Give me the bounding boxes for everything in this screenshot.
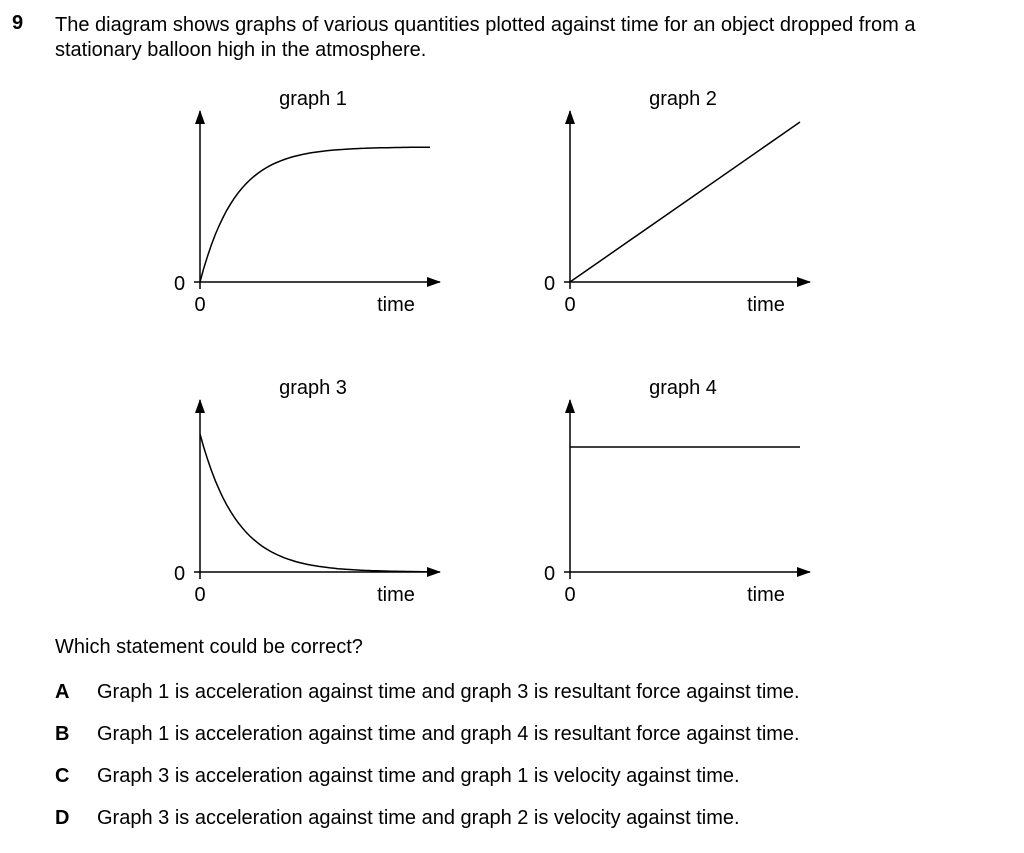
question-stem: The diagram shows graphs of various quan… <box>55 13 1005 63</box>
option-d[interactable]: D Graph 3 is acceleration against time a… <box>55 807 740 830</box>
x-axis-label: time <box>377 584 415 606</box>
y-origin-label: 0 <box>544 563 555 585</box>
option-c[interactable]: C Graph 3 is acceleration against time a… <box>55 765 740 788</box>
option-letter: D <box>55 807 70 829</box>
y-origin-label: 0 <box>174 273 185 295</box>
x-origin-label: 0 <box>564 294 575 316</box>
option-text: Graph 3 is acceleration against time and… <box>97 807 740 829</box>
y-origin-label: 0 <box>544 273 555 295</box>
question-number: 9 <box>12 12 24 34</box>
option-text: Graph 3 is acceleration against time and… <box>97 765 740 787</box>
x-origin-label: 0 <box>564 584 575 606</box>
graph-title: graph 2 <box>649 88 717 110</box>
x-origin-label: 0 <box>194 584 205 606</box>
stem-line-1: The diagram shows graphs of various quan… <box>55 14 916 36</box>
option-b[interactable]: B Graph 1 is acceleration against time a… <box>55 723 800 746</box>
x-axis-label: time <box>747 294 785 316</box>
graph-curve <box>199 433 430 573</box>
option-a[interactable]: A Graph 1 is acceleration against time a… <box>55 681 800 704</box>
x-axis-label: time <box>747 584 785 606</box>
question-prompt: Which statement could be correct? <box>55 636 363 658</box>
stem-line-2: stationary balloon high in the atmospher… <box>55 39 427 61</box>
graph-title: graph 3 <box>279 377 347 399</box>
option-letter: C <box>55 765 70 787</box>
option-text: Graph 1 is acceleration against time and… <box>97 723 800 745</box>
graph-title: graph 1 <box>279 88 347 110</box>
graph-title: graph 4 <box>649 377 717 399</box>
graph-curve <box>199 146 430 283</box>
x-axis-label: time <box>377 294 415 316</box>
x-origin-label: 0 <box>194 294 205 316</box>
option-text: Graph 1 is acceleration against time and… <box>97 681 800 703</box>
option-letter: B <box>55 723 70 745</box>
option-letter: A <box>55 681 70 703</box>
graph-curve <box>569 121 801 283</box>
y-origin-label: 0 <box>174 563 185 585</box>
